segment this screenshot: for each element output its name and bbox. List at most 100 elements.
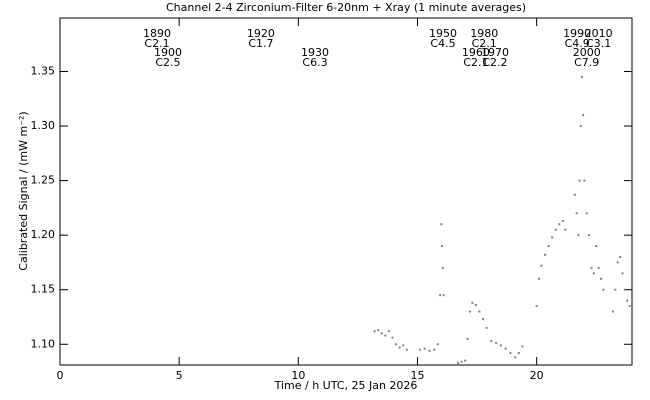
data-point bbox=[460, 360, 463, 363]
flare-id: 1960 bbox=[462, 46, 490, 59]
data-point bbox=[380, 332, 383, 335]
data-point bbox=[588, 234, 591, 237]
flare-id: 1990 bbox=[563, 27, 591, 40]
data-point bbox=[585, 212, 588, 215]
data-point bbox=[466, 337, 469, 340]
data-point bbox=[440, 223, 443, 226]
flare-class: C6.3 bbox=[302, 56, 327, 69]
data-point bbox=[436, 343, 439, 346]
data-point bbox=[517, 351, 520, 354]
data-point bbox=[595, 245, 598, 248]
data-point bbox=[582, 114, 585, 117]
flare-class: C2.2 bbox=[482, 56, 507, 69]
y-tick-label: 1.20 bbox=[31, 228, 56, 241]
data-point bbox=[558, 223, 561, 226]
flare-class: C2.1 bbox=[144, 37, 169, 50]
data-point bbox=[391, 336, 394, 339]
flare-class: C2.5 bbox=[155, 56, 180, 69]
flare-class: C4.5 bbox=[430, 37, 455, 50]
data-point bbox=[626, 299, 629, 302]
data-point bbox=[583, 179, 586, 182]
x-tick-label: 20 bbox=[530, 369, 544, 382]
data-point bbox=[441, 266, 444, 269]
flare-class: C2.1 bbox=[463, 56, 488, 69]
data-point bbox=[579, 125, 582, 128]
data-point bbox=[384, 334, 387, 337]
x-tick-label: 10 bbox=[291, 369, 305, 382]
data-point bbox=[631, 315, 633, 318]
data-point bbox=[499, 344, 502, 347]
data-point bbox=[540, 264, 543, 267]
data-point bbox=[521, 345, 524, 348]
data-point bbox=[490, 339, 493, 342]
flare-id: 1970 bbox=[481, 46, 509, 59]
data-point bbox=[580, 75, 583, 78]
data-point bbox=[577, 234, 580, 237]
data-point bbox=[478, 310, 481, 313]
data-point bbox=[504, 347, 507, 350]
data-point bbox=[464, 359, 467, 362]
data-point bbox=[611, 310, 614, 313]
data-point bbox=[495, 342, 498, 345]
data-point bbox=[628, 305, 631, 308]
data-point bbox=[561, 219, 564, 222]
data-point bbox=[514, 356, 517, 359]
data-point bbox=[482, 318, 485, 321]
data-point bbox=[395, 343, 398, 346]
flare-id: 2000 bbox=[573, 46, 601, 59]
data-point bbox=[590, 266, 593, 269]
data-point bbox=[544, 253, 547, 256]
data-point bbox=[398, 346, 401, 349]
data-point bbox=[442, 294, 445, 297]
flare-id: 1980 bbox=[470, 27, 498, 40]
flare-class: C4.9 bbox=[565, 37, 590, 50]
y-tick-label: 1.35 bbox=[31, 64, 56, 77]
data-point bbox=[621, 272, 624, 275]
x-tick-label: 0 bbox=[57, 369, 64, 382]
plot-frame bbox=[59, 17, 633, 366]
y-axis-label: Calibrated Signal / (mW m⁻²) bbox=[17, 111, 30, 270]
data-point bbox=[573, 193, 576, 196]
flare-class: C7.9 bbox=[574, 56, 599, 69]
data-point bbox=[600, 277, 603, 280]
flare-class: C1.7 bbox=[248, 37, 273, 50]
x-tick-label: 5 bbox=[176, 369, 183, 382]
x-tick-label: 15 bbox=[411, 369, 425, 382]
flare-class: C3.1 bbox=[586, 37, 611, 50]
data-point bbox=[405, 348, 408, 351]
data-point bbox=[474, 303, 477, 306]
data-point bbox=[547, 245, 550, 248]
data-point bbox=[441, 245, 444, 248]
flare-class: C2.1 bbox=[472, 37, 497, 50]
data-point bbox=[418, 348, 421, 351]
data-point bbox=[509, 351, 512, 354]
y-tick-label: 1.15 bbox=[31, 283, 56, 296]
data-point bbox=[485, 326, 488, 329]
data-point bbox=[619, 255, 622, 258]
data-point bbox=[623, 288, 626, 291]
data-point bbox=[602, 288, 605, 291]
data-point bbox=[373, 330, 376, 333]
y-tick-label: 1.10 bbox=[31, 337, 56, 350]
flare-id: 1920 bbox=[247, 27, 275, 40]
data-point bbox=[564, 228, 567, 231]
data-point bbox=[614, 288, 617, 291]
data-point bbox=[578, 179, 581, 182]
data-point bbox=[616, 261, 619, 264]
data-point bbox=[471, 301, 474, 304]
data-point bbox=[377, 329, 380, 332]
data-point bbox=[387, 330, 390, 333]
data-point bbox=[535, 305, 538, 308]
data-point bbox=[423, 347, 426, 350]
data-point bbox=[554, 228, 557, 231]
flare-id: 1930 bbox=[301, 46, 329, 59]
flare-id: 1950 bbox=[429, 27, 457, 40]
flare-id: 1900 bbox=[154, 46, 182, 59]
chart-title: Channel 2-4 Zirconium-Filter 6-20nm + Xr… bbox=[166, 1, 526, 14]
data-point bbox=[433, 348, 436, 351]
flare-id: 2010 bbox=[585, 27, 613, 40]
data-point bbox=[597, 266, 600, 269]
data-point bbox=[402, 344, 405, 347]
data-point bbox=[457, 361, 460, 364]
